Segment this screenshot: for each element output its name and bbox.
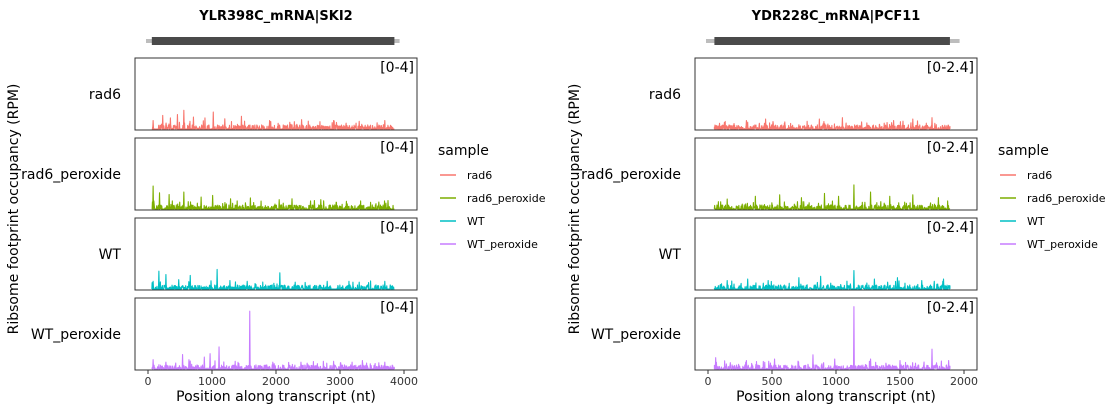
panel-label: WT_peroxide: [31, 327, 121, 343]
x-tick-label: 500: [762, 375, 783, 388]
x-tick-label: 1000: [822, 375, 850, 388]
panel-label: rad6: [89, 87, 121, 103]
x-tick-label: 0: [145, 375, 152, 388]
chart-title: YDR228C_mRNA|PCF11: [751, 9, 921, 24]
chart-title: YLR398C_mRNA|SKI2: [198, 9, 352, 24]
x-tick-label: 2000: [950, 375, 978, 388]
panel-frame: [694, 297, 978, 371]
series-line-rad6: [713, 117, 951, 130]
legend-label-rad6_peroxide: rad6_peroxide: [1027, 192, 1106, 205]
panel-WT_peroxide: WT_peroxide [0-4]: [31, 297, 418, 371]
x-tick-label: 1000: [198, 375, 226, 388]
x-axis-label: Position along transcript (nt): [736, 389, 936, 405]
chart-2: YDR228C_mRNA|PCF11 Ribsome footprint occu…: [567, 9, 1106, 405]
y-axis-label: Ribsome footprint occupancy (RPM): [567, 84, 583, 335]
legend-title: sample: [998, 143, 1049, 159]
panel-label: rad6_peroxide: [21, 167, 121, 183]
x-axis-label: Position along transcript (nt): [176, 389, 376, 405]
cds-bar: [714, 37, 950, 45]
legend-label-WT: WT: [467, 215, 485, 228]
range-label: [0-2.4]: [927, 60, 974, 76]
panel-frame: [134, 57, 418, 131]
legend: sample rad6 rad6_peroxide WT WT_peroxide: [998, 143, 1106, 251]
legend-label-WT: WT: [1027, 215, 1045, 228]
y-axis-label: Ribsome footprint occupancy (RPM): [6, 84, 22, 335]
panel-frame: [134, 137, 418, 211]
legend: sample rad6 rad6_peroxide WT WT_peroxide: [438, 143, 546, 251]
panel-frame: [694, 217, 978, 291]
range-label: [0-4]: [380, 140, 414, 156]
legend-label-rad6_peroxide: rad6_peroxide: [467, 192, 546, 205]
range-label: [0-2.4]: [927, 220, 974, 236]
panel-WT: WT [0-4]: [99, 217, 418, 291]
range-label: [0-4]: [380, 220, 414, 236]
chart-1: YLR398C_mRNA|SKI2 Ribsome footprint occup…: [6, 9, 546, 405]
panel-label: WT_peroxide: [591, 327, 681, 343]
panel-frame: [134, 217, 418, 291]
panel-rad6_peroxide: rad6_peroxide [0-2.4]: [581, 137, 978, 211]
panel-frame: [694, 137, 978, 211]
series-line-WT_peroxide: [713, 306, 951, 370]
legend-label-rad6: rad6: [1027, 169, 1052, 182]
panel-rad6: rad6 [0-4]: [89, 57, 418, 131]
panel-frame: [134, 297, 418, 371]
x-tick-label: 2000: [262, 375, 290, 388]
series-line-WT_peroxide: [151, 310, 395, 370]
panel-WT: WT [0-2.4]: [659, 217, 978, 291]
x-tick-label: 1500: [886, 375, 914, 388]
legend-label-WT_peroxide: WT_peroxide: [1027, 238, 1098, 251]
cds-bar: [151, 37, 395, 45]
x-tick-label: 0: [705, 375, 712, 388]
panel-label: rad6_peroxide: [581, 167, 681, 183]
panel-WT_peroxide: WT_peroxide [0-2.4]: [591, 297, 978, 371]
panel-rad6: rad6 [0-2.4]: [649, 57, 978, 131]
series-line-rad6_peroxide: [713, 184, 951, 210]
range-label: [0-2.4]: [927, 300, 974, 316]
range-label: [0-4]: [380, 60, 414, 76]
legend-label-WT_peroxide: WT_peroxide: [467, 238, 538, 251]
series-line-WT: [151, 268, 395, 290]
panel-rad6_peroxide: rad6_peroxide [0-4]: [21, 137, 418, 211]
range-label: [0-4]: [380, 300, 414, 316]
legend-title: sample: [438, 143, 489, 159]
x-tick-label: 3000: [326, 375, 354, 388]
range-label: [0-2.4]: [927, 140, 974, 156]
x-tick-label: 4000: [390, 375, 418, 388]
series-line-WT: [713, 270, 951, 290]
panel-frame: [694, 57, 978, 131]
panel-label: WT: [99, 247, 122, 263]
legend-label-rad6: rad6: [467, 169, 492, 182]
series-line-rad6_peroxide: [151, 185, 395, 210]
panel-label: rad6: [649, 87, 681, 103]
panel-label: WT: [659, 247, 682, 263]
series-line-rad6: [151, 109, 395, 130]
